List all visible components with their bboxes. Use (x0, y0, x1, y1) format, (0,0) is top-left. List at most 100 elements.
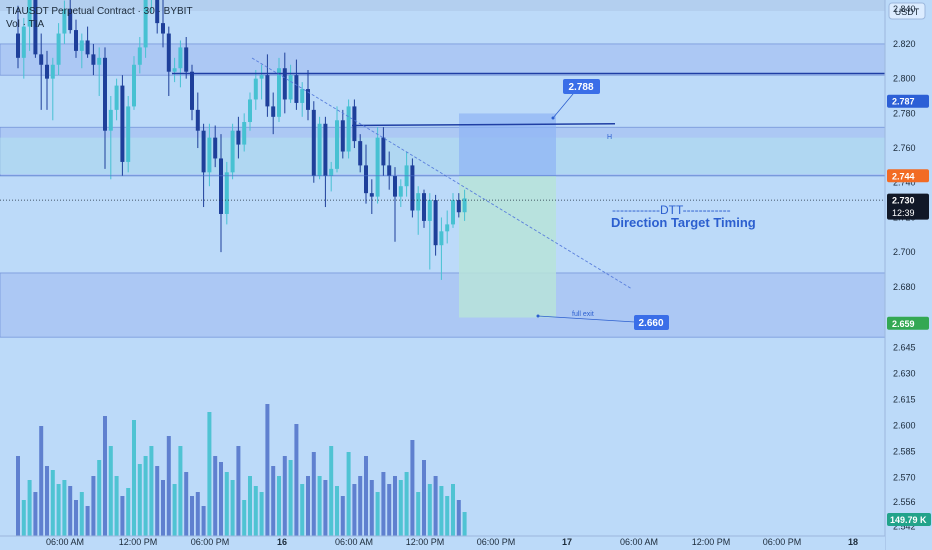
candle-body (410, 165, 415, 211)
volume-bar (433, 476, 438, 536)
volume-bar (306, 476, 310, 536)
volume-bar (445, 496, 450, 536)
volume-bar (33, 492, 38, 536)
candle-body (103, 57, 107, 131)
callout-target-label: 2.660 (638, 318, 663, 329)
dtt-subtitle: Direction Target Timing (611, 215, 756, 230)
time-tick-label: 12:00 PM (406, 537, 445, 547)
price-tick-label: 2.542 (893, 521, 916, 531)
volume-bar (184, 472, 189, 536)
candle-body (375, 137, 380, 197)
candle-body (74, 30, 78, 51)
candle-body (445, 224, 450, 232)
volume-bar (74, 500, 78, 536)
candle-body (416, 193, 421, 211)
top-strip (0, 0, 932, 11)
volume-bar (224, 472, 229, 536)
time-tick-label: 18 (848, 537, 858, 547)
callout-stop-label: 2.788 (568, 82, 593, 93)
volume-bar (190, 496, 194, 536)
volume-bar (462, 512, 467, 536)
candle-body (178, 47, 183, 69)
volume-bar (201, 506, 206, 536)
price-axis-bg (885, 0, 932, 550)
candle-body (195, 109, 200, 131)
target-price-tag-label: 2.659 (892, 319, 915, 329)
volume-bar (108, 446, 113, 536)
price-tick-label: 2.645 (893, 343, 916, 353)
volume-bar (369, 480, 374, 536)
volume-bar (387, 484, 392, 536)
volume-bar (68, 486, 73, 536)
volume-bar (259, 492, 264, 536)
volume-bar (103, 416, 107, 536)
volume-bar (329, 446, 334, 536)
candle-body (300, 89, 305, 103)
candle-body (132, 64, 136, 107)
volume-bar (166, 436, 171, 536)
candle-body (259, 75, 264, 79)
volume-bar (207, 412, 212, 536)
candle-body (97, 57, 102, 65)
price-tick-label: 2.615 (893, 395, 916, 405)
volume-bar (248, 476, 252, 536)
candle-body (114, 85, 119, 110)
candle-body (369, 193, 374, 197)
candle-body (224, 172, 229, 214)
volume-legend: Vol · TIA (6, 19, 45, 30)
candle-body (184, 47, 189, 72)
volume-bar (282, 456, 287, 536)
time-tick-label: 06:00 AM (46, 537, 84, 547)
currency-button[interactable] (888, 2, 926, 20)
price-tick-label: 2.700 (893, 247, 916, 257)
candle-body (462, 198, 467, 213)
volume-bar (219, 462, 223, 536)
candle-body (190, 71, 194, 110)
time-tick-label: 12:00 PM (692, 537, 731, 547)
candle-body (50, 64, 55, 79)
time-tick-label: 16 (277, 537, 287, 547)
volume-bar (97, 460, 102, 536)
risk-box (459, 113, 556, 176)
volume-bar (358, 476, 363, 536)
candle-body (242, 122, 247, 145)
volume-bar (253, 486, 258, 536)
volume-bar (404, 472, 409, 536)
candle-body (358, 141, 363, 166)
candle-body (85, 40, 90, 55)
candle-body (236, 130, 241, 145)
volume-bar (277, 476, 281, 536)
candle-body (62, 9, 67, 34)
callout-stop-box[interactable] (563, 79, 600, 94)
volume-bar (300, 484, 305, 536)
candle-body (39, 54, 44, 65)
candle-body (27, 0, 32, 27)
candle-body (16, 33, 20, 58)
candle-body (253, 78, 258, 100)
candle-body (137, 47, 142, 65)
volume-bar (178, 446, 183, 536)
time-tick-label: 06:00 PM (763, 537, 802, 547)
volume-bar (439, 486, 444, 536)
candle-body (108, 109, 113, 131)
zone-2 (0, 272, 886, 338)
volume-bar (39, 426, 44, 536)
entry-band (0, 137, 885, 175)
volume-bar (91, 476, 96, 536)
callout-target-dot (536, 314, 540, 318)
candle-body (143, 0, 148, 48)
entry-price-tag-box (887, 169, 929, 183)
callout-stop-dot (551, 116, 555, 120)
volume-bar (79, 492, 84, 536)
volume-bar (155, 466, 160, 536)
stop-price-tag-box (887, 94, 929, 108)
candle-body (317, 123, 322, 176)
callout-target-box[interactable] (634, 315, 669, 330)
candle-body (451, 200, 455, 225)
time-axis-bg (0, 536, 885, 550)
volume-bar (451, 484, 455, 536)
volume-bar (161, 480, 165, 536)
volume-bar (213, 456, 218, 536)
price-tick-label: 2.800 (893, 74, 916, 84)
